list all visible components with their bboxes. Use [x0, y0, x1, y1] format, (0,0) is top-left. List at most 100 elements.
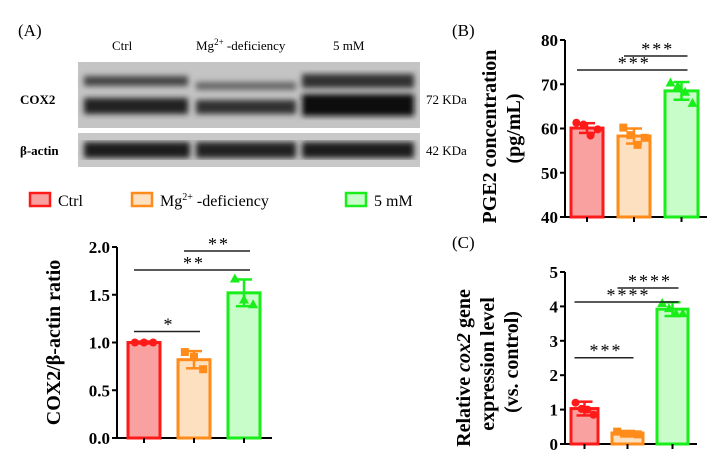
y-tick-label: 0.5: [89, 381, 110, 400]
data-point: [670, 308, 681, 318]
charts: 0.00.51.01.52.0*****COX2/β-actin ratio40…: [43, 31, 707, 454]
data-point: [633, 140, 642, 149]
legend-label: Ctrl: [58, 193, 83, 210]
data-point: [665, 77, 676, 87]
y-axis-label: Relative cox2 gene: [453, 289, 475, 447]
data-point: [572, 118, 581, 127]
significance-label: ***: [641, 39, 674, 59]
legend-swatch: [344, 191, 368, 208]
bar-0: [126, 341, 162, 440]
y-tick-label: 0.0: [89, 429, 110, 448]
significance-label: **: [208, 234, 230, 254]
y-axis-label-pre: Relative: [453, 372, 475, 447]
y-axis-label-unit: (pg/mL): [503, 94, 525, 164]
y-tick-label: 4: [550, 297, 559, 316]
bar-1: [616, 134, 652, 219]
panel-label-b: (B): [452, 21, 475, 40]
data-point: [619, 123, 628, 132]
data-point: [672, 81, 683, 91]
data-point: [199, 365, 208, 374]
chart-panel-b: 40 50 60 70 80 ****** PGE2 concentration (pg/mL…: [479, 31, 707, 227]
chart-panel-a: 0.00.51.01.52.0*****COX2/β-actin ratio: [43, 234, 272, 448]
legend-swatch: [130, 191, 154, 208]
bar-2: [655, 307, 690, 446]
significance-label: ****: [628, 271, 672, 291]
y-tick-label: 2: [550, 366, 559, 385]
y-axis-label-post: gene: [453, 289, 475, 333]
data-point: [229, 273, 240, 283]
y-tick-label: 80: [541, 31, 558, 50]
y-tick-label: 60: [541, 120, 558, 139]
row-label-cox2: COX2: [20, 92, 55, 107]
data-point: [248, 299, 259, 309]
legend-label-main: Mg: [160, 193, 182, 210]
data-point: [640, 133, 649, 142]
y-axis-label: COX2/β-actin ratio: [43, 260, 65, 426]
y-tick-label: 50: [541, 164, 558, 183]
significance-label: **: [183, 253, 205, 273]
y-tick-label: 3: [550, 332, 559, 351]
y-axis-label-line3: (vs. control): [501, 311, 523, 413]
data-point: [190, 352, 198, 361]
y-tick-label: 1.5: [89, 286, 110, 305]
y-tick-label: 2.0: [89, 238, 110, 257]
legend-swatch: [28, 191, 52, 208]
bar-2: [226, 291, 262, 440]
panel-label-c: (C): [452, 233, 475, 252]
panel-label-a: (A): [18, 21, 42, 40]
actin-bands: [84, 142, 414, 158]
y-axis-label-line2: expression level: [477, 297, 499, 431]
data-point: [593, 125, 602, 134]
data-point: [149, 338, 158, 347]
y-tick-label: 1.0: [89, 334, 110, 353]
y-tick-label: 5: [550, 263, 559, 282]
legend-label-sup: 2+: [182, 192, 193, 203]
data-point: [677, 308, 688, 318]
y-axis-label: PGE2 concentration: [479, 50, 501, 224]
data-point: [579, 120, 588, 129]
data-point: [687, 97, 698, 107]
y-axis-label-italic: cox2: [453, 333, 475, 372]
data-point: [620, 429, 629, 438]
size-label-actin: 42 KDa: [426, 143, 467, 158]
lane-label-ctrl: Ctrl: [112, 38, 133, 53]
lane-label-mg: Mg2+ -deficiency: [196, 37, 286, 53]
data-point: [130, 338, 139, 347]
data-point: [583, 405, 592, 414]
bar-2: [663, 89, 700, 219]
data-point: [571, 398, 580, 407]
data-point: [680, 86, 691, 96]
legend-label-main: 5 mM: [374, 193, 413, 210]
data-point: [633, 430, 642, 439]
y-tick-label: 40: [541, 208, 558, 227]
data-point: [180, 348, 189, 357]
data-point: [140, 338, 148, 347]
size-label-cox2: 72 KDa: [426, 92, 467, 107]
legend-label-main: Ctrl: [58, 193, 83, 210]
bar-0: [569, 126, 605, 219]
legend-label: Mg2+ -deficiency: [160, 192, 269, 210]
data-point: [626, 429, 635, 438]
legend: Ctrl Mg2+ -deficiency 5 mM: [28, 191, 413, 210]
significance-label: ***: [590, 341, 623, 361]
data-point: [577, 404, 586, 413]
y-tick-label: 70: [541, 75, 558, 94]
significance-label: ****: [607, 285, 651, 305]
data-point: [586, 131, 595, 140]
y-tick-label: 0: [550, 435, 559, 454]
row-label-actin: β-actin: [20, 143, 59, 158]
legend-label: 5 mM: [374, 193, 413, 210]
legend-label-suffix: -deficiency: [193, 193, 269, 210]
y-tick-label: 1: [550, 401, 559, 420]
data-point: [626, 131, 635, 140]
significance-label: *: [164, 315, 175, 335]
cox2-bands: [84, 74, 414, 116]
data-point: [664, 303, 675, 313]
data-point: [613, 427, 622, 436]
significance-label: ***: [618, 53, 651, 73]
data-point: [589, 410, 598, 419]
lane-label-5mm: 5 mM: [333, 38, 365, 53]
